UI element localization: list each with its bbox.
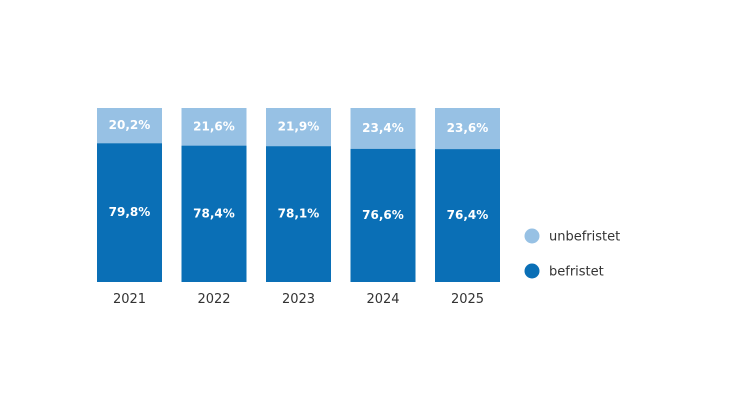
legend-label-unbefristet: unbefristet bbox=[549, 230, 620, 245]
legend: unbefristet befristet bbox=[524, 228, 620, 280]
x-tick-label-2023: 2023 bbox=[282, 292, 315, 307]
bar-befristet-2021 bbox=[97, 143, 162, 282]
bar-unbefristet-2025 bbox=[435, 108, 500, 150]
data-label-unbefristet-2024: 23,4% bbox=[362, 121, 404, 135]
data-label-befristet-2021: 79,8% bbox=[109, 205, 151, 219]
x-tick-label-2025: 2025 bbox=[451, 292, 484, 307]
data-label-unbefristet-2022: 21,6% bbox=[193, 119, 235, 133]
x-tick-label-2021: 2021 bbox=[113, 292, 146, 307]
bar-befristet-2025 bbox=[435, 149, 500, 282]
bar-unbefristet-2022 bbox=[181, 108, 247, 146]
data-label-befristet-2025: 76,4% bbox=[447, 208, 489, 222]
x-tick-label-2024: 2024 bbox=[366, 292, 399, 307]
bars-group: 79,8% 20,2% 78,4% 21,6% 78,1% 21,9% 76,6% 23,4%… bbox=[97, 108, 500, 282]
legend-label-befristet: befristet bbox=[549, 265, 604, 280]
bar-unbefristet-2023 bbox=[266, 108, 331, 147]
x-tick-label-2022: 2022 bbox=[197, 292, 230, 307]
data-label-befristet-2024: 76,6% bbox=[362, 208, 404, 222]
bar-befristet-2022 bbox=[181, 145, 247, 282]
bar-unbefristet-2024 bbox=[350, 108, 416, 149]
x-axis-ticks: 2021 2022 2023 2024 2025 bbox=[113, 292, 484, 307]
data-label-befristet-2023: 78,1% bbox=[278, 207, 320, 221]
data-label-unbefristet-2025: 23,6% bbox=[447, 121, 489, 135]
data-label-befristet-2022: 78,4% bbox=[193, 206, 235, 220]
legend-marker-unbefristet bbox=[524, 228, 540, 244]
bar-befristet-2024 bbox=[350, 148, 416, 282]
data-label-unbefristet-2021: 20,2% bbox=[109, 118, 151, 132]
bar-unbefristet-2021 bbox=[97, 108, 162, 144]
data-label-unbefristet-2023: 21,9% bbox=[278, 120, 320, 134]
legend-marker-befristet bbox=[524, 263, 540, 279]
bar-befristet-2023 bbox=[266, 146, 331, 282]
